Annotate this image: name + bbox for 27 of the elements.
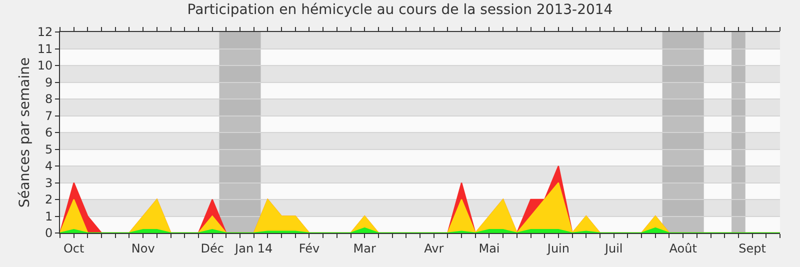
x-tick-label: Mar (353, 241, 376, 256)
y-axis-title: Séances par semaine (16, 57, 33, 208)
x-tick-label: Mai (478, 241, 500, 256)
y-tick-label: 12 (37, 25, 53, 40)
y-tick-label: 9 (44, 75, 53, 90)
y-tick-label: 3 (44, 176, 53, 190)
y-tick-label: 4 (44, 159, 53, 174)
y-tick-label: 1 (44, 209, 53, 224)
x-tick-label: Sept (738, 241, 766, 256)
y-tick-label: 10 (37, 58, 53, 73)
x-tick-label: Juin (546, 241, 570, 256)
x-tick-label: Oct (63, 241, 85, 256)
y-tick-label: 2 (44, 192, 53, 207)
x-tick-label: Déc (200, 241, 224, 256)
chart-title: Participation en hémicycle au cours de la session 2013-2014 (187, 2, 613, 18)
y-tick-label: 0 (44, 226, 53, 240)
y-tick-label: 7 (44, 108, 53, 123)
x-tick-label: Jan 14 (234, 241, 273, 256)
y-tick-label: 11 (37, 42, 53, 56)
x-tick-label: Nov (131, 241, 155, 256)
x-tick-label: Juil (604, 241, 623, 256)
x-tick-label: Août (669, 241, 698, 256)
y-tick-label: 5 (44, 142, 53, 156)
x-tick-label: Fév (298, 241, 320, 256)
y-tick-label: 8 (44, 92, 53, 106)
x-tick-label: Avr (424, 241, 444, 256)
y-tick-label: 6 (44, 126, 53, 140)
